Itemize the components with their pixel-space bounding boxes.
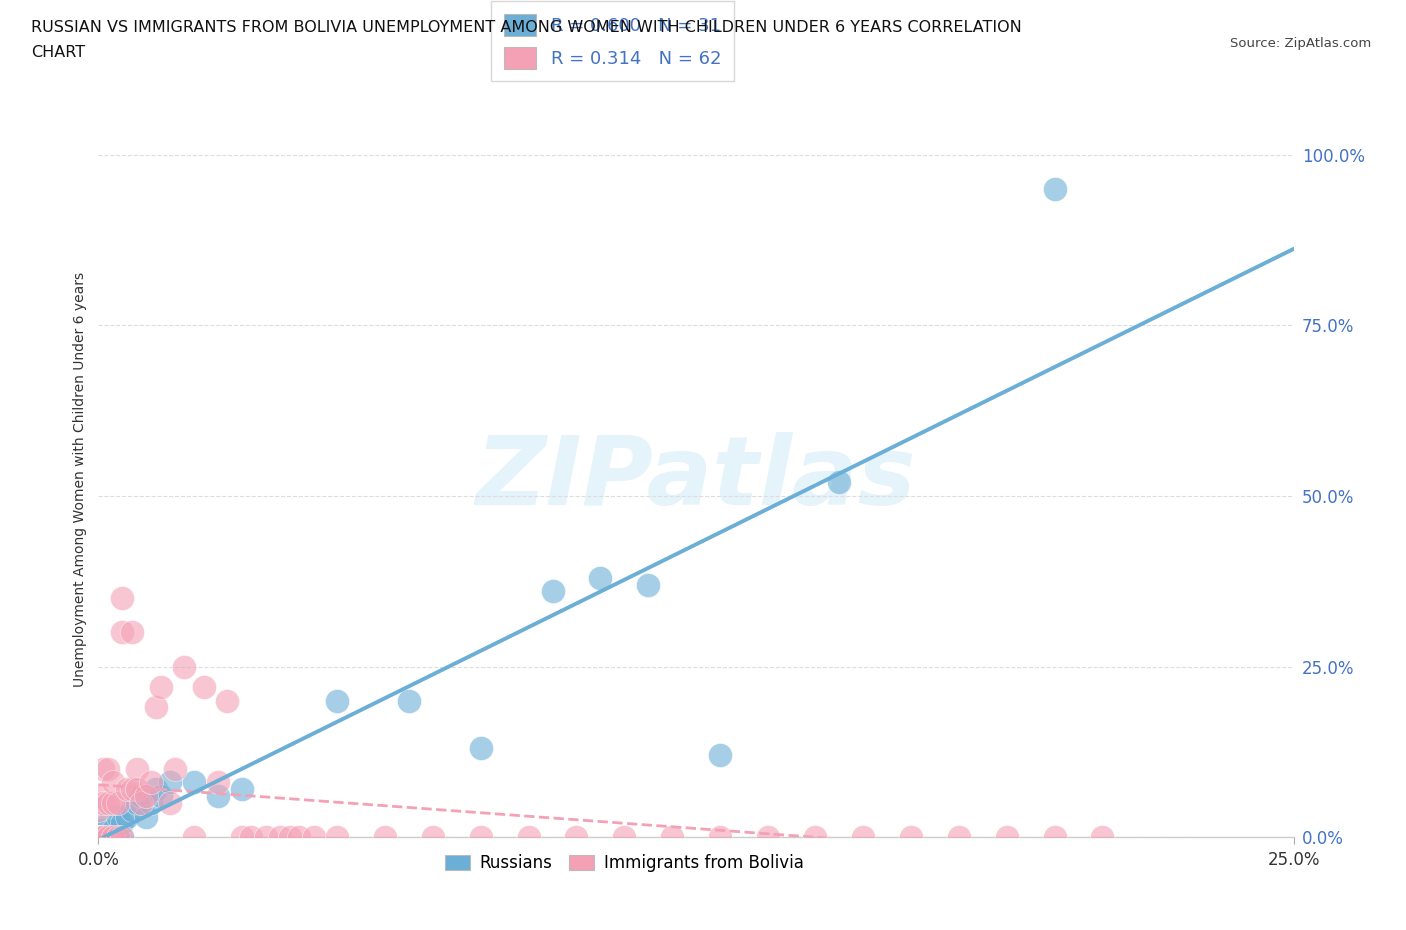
Text: ZIPatlas: ZIPatlas [475, 432, 917, 525]
Point [101, 830, 124, 844]
Point [470, 830, 492, 844]
Point [107, 830, 129, 844]
Point [149, 789, 172, 804]
Point [107, 809, 129, 824]
Point [101, 795, 124, 810]
Point [709, 748, 731, 763]
Point [97, 830, 120, 844]
Y-axis label: Unemployment Among Women with Children Under 6 years: Unemployment Among Women with Children U… [73, 272, 87, 686]
Point [135, 789, 157, 804]
Point [87, 830, 110, 844]
Point [828, 475, 851, 490]
Point [115, 809, 138, 824]
Point [111, 591, 134, 605]
Point [111, 625, 134, 640]
Point [326, 693, 349, 708]
Point [87, 789, 110, 804]
Text: RUSSIAN VS IMMIGRANTS FROM BOLIVIA UNEMPLOYMENT AMONG WOMEN WITH CHILDREN UNDER : RUSSIAN VS IMMIGRANTS FROM BOLIVIA UNEMP… [31, 20, 1022, 35]
Legend: Russians, Immigrants from Bolivia: Russians, Immigrants from Bolivia [437, 847, 811, 879]
Point [269, 830, 291, 844]
Point [288, 830, 311, 844]
Point [139, 775, 162, 790]
Point [231, 830, 253, 844]
Point [135, 809, 157, 824]
Point [149, 680, 172, 695]
Point [217, 693, 239, 708]
Point [91, 830, 114, 844]
Point [145, 782, 167, 797]
Point [131, 795, 153, 810]
Point [637, 578, 659, 592]
Point [121, 803, 143, 817]
Text: CHART: CHART [31, 45, 84, 60]
Point [193, 680, 215, 695]
Point [589, 570, 612, 585]
Point [91, 830, 114, 844]
Point [173, 659, 195, 674]
Point [111, 816, 134, 830]
Point [145, 700, 167, 715]
Point [111, 830, 134, 844]
Point [183, 775, 205, 790]
Point [231, 782, 253, 797]
Point [101, 830, 124, 844]
Point [709, 830, 731, 844]
Point [183, 830, 205, 844]
Point [159, 795, 181, 810]
Point [207, 775, 229, 790]
Point [91, 795, 114, 810]
Text: Source: ZipAtlas.com: Source: ZipAtlas.com [1230, 37, 1371, 50]
Point [121, 782, 143, 797]
Point [374, 830, 396, 844]
Point [87, 803, 110, 817]
Point [125, 795, 148, 810]
Point [995, 830, 1018, 844]
Point [121, 625, 143, 640]
Point [87, 830, 110, 844]
Point [852, 830, 875, 844]
Point [1091, 830, 1114, 844]
Point [91, 830, 114, 844]
Point [613, 830, 636, 844]
Point [207, 789, 229, 804]
Point [302, 830, 325, 844]
Point [1043, 830, 1066, 844]
Point [470, 741, 492, 756]
Point [517, 830, 540, 844]
Point [948, 830, 970, 844]
Point [97, 795, 120, 810]
Point [101, 775, 124, 790]
Point [97, 816, 120, 830]
Point [326, 830, 349, 844]
Point [91, 823, 114, 838]
Point [107, 830, 129, 844]
Point [398, 693, 420, 708]
Point [101, 823, 124, 838]
Point [163, 762, 186, 777]
Point [541, 584, 564, 599]
Point [900, 830, 922, 844]
Point [91, 762, 114, 777]
Point [115, 782, 138, 797]
Point [661, 830, 683, 844]
Point [87, 830, 110, 844]
Point [131, 789, 153, 804]
Point [107, 795, 129, 810]
Point [139, 795, 162, 810]
Point [240, 830, 263, 844]
Point [565, 830, 588, 844]
Point [97, 830, 120, 844]
Point [125, 782, 148, 797]
Point [159, 775, 181, 790]
Point [111, 830, 134, 844]
Point [125, 762, 148, 777]
Point [278, 830, 301, 844]
Point [97, 762, 120, 777]
Point [254, 830, 277, 844]
Point [1043, 181, 1066, 196]
Point [804, 830, 827, 844]
Point [756, 830, 779, 844]
Point [87, 830, 110, 844]
Point [422, 830, 444, 844]
